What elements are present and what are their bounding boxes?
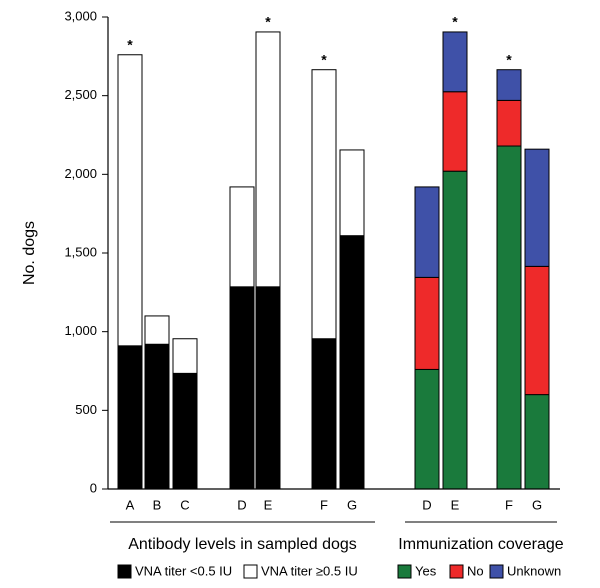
x-tick-label: E bbox=[451, 497, 460, 512]
bar-segment bbox=[255, 31, 281, 288]
legend-label: VNA titer <0.5 IU bbox=[135, 563, 232, 578]
bar-segment bbox=[496, 99, 522, 147]
x-tick-label: G bbox=[532, 497, 542, 512]
significance-marker: * bbox=[127, 36, 133, 52]
bar-segment bbox=[311, 338, 337, 490]
x-tick-label: G bbox=[347, 497, 357, 512]
bar-segment bbox=[172, 372, 198, 490]
bar-segment bbox=[339, 235, 365, 490]
significance-marker: * bbox=[452, 14, 458, 30]
bar-segment bbox=[339, 149, 365, 237]
bar-segment bbox=[117, 345, 143, 490]
significance-marker: * bbox=[321, 51, 327, 67]
legend-label: VNA titer ≥0.5 IU bbox=[261, 563, 358, 578]
bar-segment bbox=[229, 286, 255, 490]
bar-segment bbox=[524, 148, 550, 267]
bar-segment bbox=[229, 186, 255, 288]
x-tick-label: F bbox=[320, 497, 328, 512]
bar-segment bbox=[311, 69, 337, 340]
x-tick-label: D bbox=[422, 497, 431, 512]
x-tick-label: C bbox=[180, 497, 189, 512]
bar-segment bbox=[414, 368, 440, 490]
y-tick-label: 3,000 bbox=[64, 8, 97, 23]
legend-label: Yes bbox=[415, 563, 437, 578]
y-tick-label: 2,000 bbox=[64, 166, 97, 181]
bar-segment bbox=[442, 31, 468, 93]
bar-segment bbox=[442, 170, 468, 490]
significance-marker: * bbox=[265, 14, 271, 30]
legend-swatch bbox=[489, 564, 504, 579]
y-tick-label: 500 bbox=[75, 402, 97, 417]
group-label: Antibody levels in sampled dogs bbox=[128, 536, 357, 553]
y-tick-label: 2,500 bbox=[64, 87, 97, 102]
legend-label: No bbox=[467, 563, 484, 578]
legend-label: Unknown bbox=[507, 563, 561, 578]
bar-segment bbox=[255, 286, 281, 490]
legend-swatch bbox=[449, 564, 464, 579]
bar-segment bbox=[117, 54, 143, 347]
legend-swatch bbox=[243, 564, 258, 579]
x-tick-label: D bbox=[237, 497, 246, 512]
x-tick-label: B bbox=[153, 497, 162, 512]
bar-segment bbox=[496, 145, 522, 490]
x-tick-label: F bbox=[505, 497, 513, 512]
bar-segment bbox=[524, 394, 550, 490]
legend-swatch bbox=[117, 564, 132, 579]
y-tick-label: 1,000 bbox=[64, 323, 97, 338]
bar-segment bbox=[414, 186, 440, 278]
y-axis-label: No. dogs bbox=[21, 221, 38, 285]
bar-segment bbox=[524, 265, 550, 396]
x-tick-label: E bbox=[264, 497, 273, 512]
legend-swatch bbox=[397, 564, 412, 579]
group-label: Immunization coverage bbox=[398, 536, 564, 553]
y-tick-label: 1,500 bbox=[64, 244, 97, 259]
bar-segment bbox=[414, 276, 440, 370]
bar-segment bbox=[144, 343, 170, 490]
x-tick-label: A bbox=[126, 497, 135, 512]
bar-segment bbox=[496, 69, 522, 101]
y-tick-label: 0 bbox=[90, 480, 97, 495]
bar-segment bbox=[172, 338, 198, 374]
bar-segment bbox=[144, 315, 170, 345]
significance-marker: * bbox=[506, 51, 512, 67]
bar-segment bbox=[442, 91, 468, 172]
